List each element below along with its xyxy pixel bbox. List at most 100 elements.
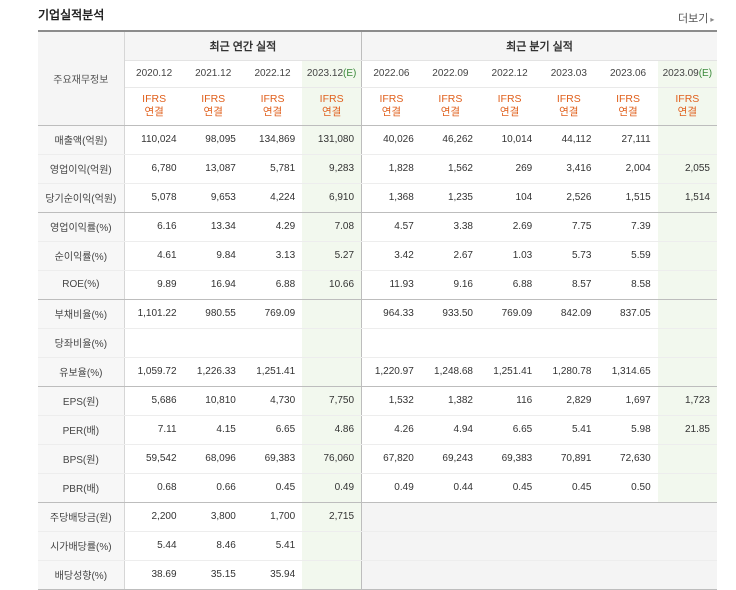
ifrs-consolidated-label: IFRS 연결 xyxy=(124,87,184,126)
table-row: 매출액(억원) 110,024 98,095 134,869 131,080 40,026… xyxy=(38,125,717,155)
value-cell: 67,820 xyxy=(361,444,421,474)
value-cell: 769.09 xyxy=(479,299,540,329)
value-cell: 110,024 xyxy=(124,125,184,155)
value-cell: 69,383 xyxy=(242,444,303,474)
value-cell xyxy=(302,531,363,561)
value-cell: 116 xyxy=(479,386,540,416)
value-cell xyxy=(657,241,717,271)
ifrs-label: IFRS xyxy=(675,93,700,105)
value-cell: 4.61 xyxy=(124,241,184,271)
value-cell: 5,078 xyxy=(124,183,184,213)
chevron-right-icon: ▸ xyxy=(710,15,715,24)
value-cell: 3.13 xyxy=(242,241,303,271)
value-cell: 1,514 xyxy=(657,183,717,213)
value-cell: 5,781 xyxy=(242,154,303,184)
value-cell: 6.65 xyxy=(479,415,540,445)
value-cell xyxy=(539,328,599,358)
consolidated-label: 연결 xyxy=(677,106,697,118)
value-cell: 2,715 xyxy=(302,502,363,532)
value-cell: 4.94 xyxy=(420,415,480,445)
value-cell: 0.49 xyxy=(361,473,421,503)
value-cell: 35.94 xyxy=(242,560,303,590)
value-cell xyxy=(479,502,540,532)
value-cell: 134,869 xyxy=(242,125,303,155)
row-header-label: 주요재무정보 xyxy=(38,30,125,126)
value-cell: 38.69 xyxy=(124,560,184,590)
consolidated-label: 연결 xyxy=(440,106,461,118)
ifrs-consolidated-label: IFRS 연결 xyxy=(657,87,717,126)
value-cell: 8.46 xyxy=(183,531,243,561)
value-cell: 1,314.65 xyxy=(598,357,658,387)
value-cell: 10.66 xyxy=(302,270,363,300)
quarter-group-title: 최근 분기 실적 xyxy=(361,30,717,61)
value-cell xyxy=(539,560,599,590)
row-label: PER(배) xyxy=(38,415,125,445)
period-label: 2023.09 xyxy=(662,68,699,79)
value-cell xyxy=(598,502,658,532)
value-cell: 933.50 xyxy=(420,299,480,329)
row-label: ROE(%) xyxy=(38,270,125,300)
value-cell: 0.49 xyxy=(302,473,363,503)
ifrs-label: IFRS xyxy=(260,93,285,105)
value-cell: 1,723 xyxy=(657,386,717,416)
ifrs-consolidated-label: IFRS 연결 xyxy=(598,87,658,126)
value-cell: 7.75 xyxy=(539,212,599,242)
value-cell: 8.58 xyxy=(598,270,658,300)
value-cell: 40,026 xyxy=(361,125,421,155)
value-cell: 10,810 xyxy=(183,386,243,416)
period-label: 2022.09 xyxy=(432,68,469,79)
value-cell: 2,004 xyxy=(598,154,658,184)
value-cell: 4.26 xyxy=(361,415,421,445)
value-cell xyxy=(302,560,363,590)
value-cell: 7.11 xyxy=(124,415,184,445)
period-header: 2022.06 xyxy=(361,60,421,88)
value-cell: 837.05 xyxy=(598,299,658,329)
value-cell: 3.38 xyxy=(420,212,480,242)
ifrs-label: IFRS xyxy=(497,93,522,105)
value-cell: 3,800 xyxy=(183,502,243,532)
period-header: 2021.12 xyxy=(183,60,243,88)
ifrs-consolidated-label: IFRS 연결 xyxy=(183,87,243,126)
value-cell: 69,383 xyxy=(479,444,540,474)
value-cell: 7.39 xyxy=(598,212,658,242)
value-cell: 9.16 xyxy=(420,270,480,300)
value-cell xyxy=(361,328,421,358)
table-row: EPS(원) 5,686 10,810 4,730 7,750 1,532 1,382 116… xyxy=(38,386,717,416)
value-cell: 131,080 xyxy=(302,125,363,155)
value-cell xyxy=(657,212,717,242)
more-link[interactable]: 더보기 ▸ xyxy=(678,10,714,26)
period-header: 2022.12 xyxy=(479,60,540,88)
row-label: 영업이익률(%) xyxy=(38,212,125,242)
row-label: 부채비율(%) xyxy=(38,299,125,329)
value-cell: 0.68 xyxy=(124,473,184,503)
value-cell: 5.41 xyxy=(539,415,599,445)
value-cell: 35.15 xyxy=(183,560,243,590)
value-cell: 7.08 xyxy=(302,212,363,242)
row-label: PBR(배) xyxy=(38,473,125,503)
table-row: 유보율(%) 1,059.72 1,226.33 1,251.41 1,220.97 1,… xyxy=(38,357,717,387)
value-cell: 21.85 xyxy=(657,415,717,445)
consolidated-label: 연결 xyxy=(321,106,342,118)
ifrs-label: IFRS xyxy=(142,93,167,105)
consolidated-label: 연결 xyxy=(381,106,402,118)
value-cell: 3,416 xyxy=(539,154,599,184)
value-cell xyxy=(361,531,421,561)
consolidated-label: 연결 xyxy=(262,106,283,118)
table-row: 부채비율(%) 1,101.22 980.55 769.09 964.33 933.50 7… xyxy=(38,299,717,329)
value-cell: 5.41 xyxy=(242,531,303,561)
ifrs-label: IFRS xyxy=(556,93,581,105)
value-cell: 9.84 xyxy=(183,241,243,271)
value-cell: 1,101.22 xyxy=(124,299,184,329)
value-cell: 104 xyxy=(479,183,540,213)
value-cell: 2,829 xyxy=(539,386,599,416)
value-cell xyxy=(479,328,540,358)
value-cell: 9.89 xyxy=(124,270,184,300)
value-cell: 2,200 xyxy=(124,502,184,532)
value-cell xyxy=(657,328,717,358)
value-cell: 9,653 xyxy=(183,183,243,213)
value-cell xyxy=(302,328,363,358)
value-cell: 1,562 xyxy=(420,154,480,184)
value-cell: 0.45 xyxy=(539,473,599,503)
table-row: 당좌비율(%) xyxy=(38,328,717,358)
value-cell: 13.34 xyxy=(183,212,243,242)
